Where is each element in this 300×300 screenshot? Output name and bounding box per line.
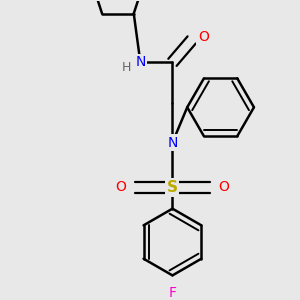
Text: N: N: [167, 136, 178, 150]
Text: O: O: [198, 30, 209, 44]
Text: H: H: [122, 61, 131, 74]
Text: N: N: [135, 56, 146, 69]
Text: F: F: [169, 286, 176, 300]
Text: O: O: [218, 181, 229, 194]
Text: O: O: [116, 181, 127, 194]
Text: S: S: [167, 180, 178, 195]
